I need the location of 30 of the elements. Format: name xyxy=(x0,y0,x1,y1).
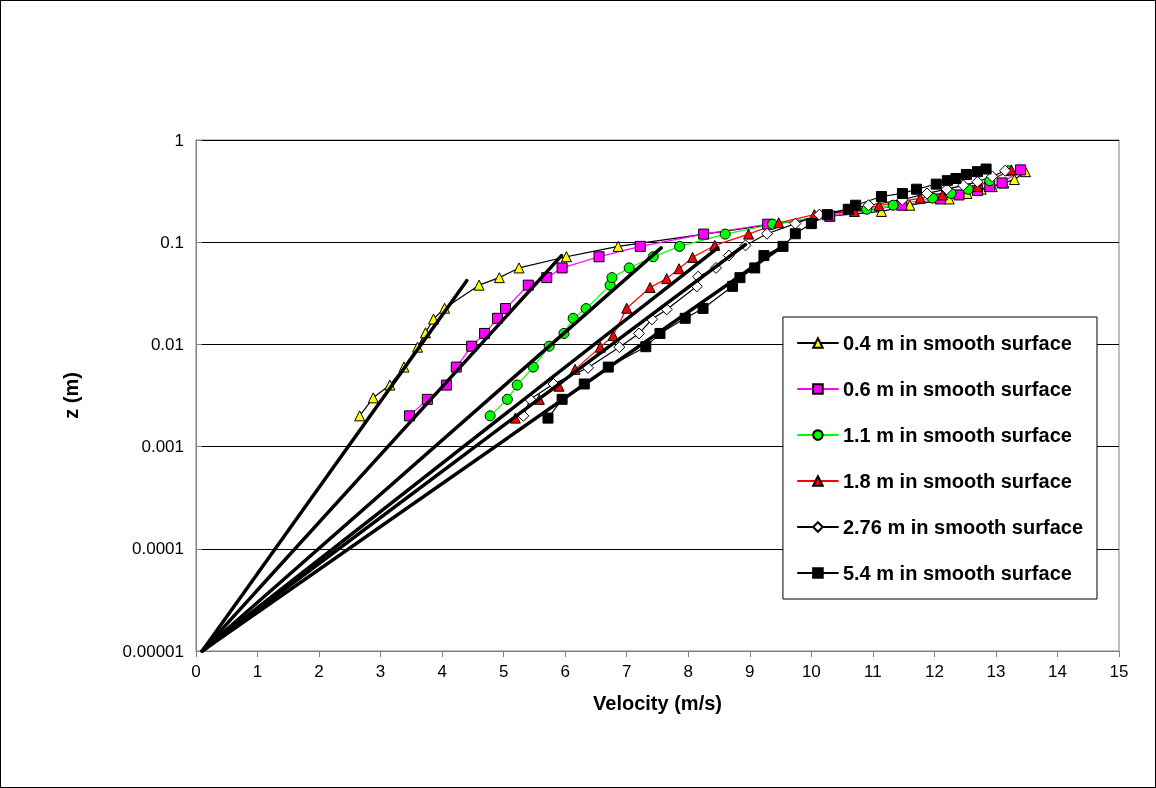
y-tick-label: 0.001 xyxy=(141,437,184,457)
x-tick-label: 10 xyxy=(801,662,821,681)
x-tick-label: 1 xyxy=(252,662,263,681)
x-tick-label: 7 xyxy=(622,662,632,681)
x-tick-label: 12 xyxy=(924,662,944,681)
x-axis-title: Velocity (m/s) xyxy=(593,692,722,714)
legend-label: 1.1 m in smooth surface xyxy=(842,424,1072,446)
y-tick-label: 1 xyxy=(174,130,184,150)
y-tick-label: 0.00001 xyxy=(122,641,184,661)
y-axis-title: z (m) xyxy=(60,372,82,419)
x-tick-label: 5 xyxy=(498,662,509,681)
x-tick-label: 0 xyxy=(191,662,201,681)
x-tick-label: 3 xyxy=(375,662,386,681)
x-tick-label: 11 xyxy=(864,662,882,681)
x-tick-label: 2 xyxy=(314,662,324,681)
legend-label: 0.6 m in smooth surface xyxy=(842,378,1072,400)
legend-label: 5.4 m in smooth surface xyxy=(842,562,1072,584)
legend-label: 1.8 m in smooth surface xyxy=(842,470,1072,492)
x-tick-label: 13 xyxy=(986,662,1006,681)
x-tick-label: 8 xyxy=(683,662,693,681)
legend-label: 2.76 m in smooth surface xyxy=(842,516,1083,538)
y-tick-label: 0.01 xyxy=(150,334,184,354)
x-tick-label: 9 xyxy=(745,662,755,681)
x-tick-label: 4 xyxy=(437,662,447,681)
x-tick-label: 14 xyxy=(1048,662,1067,681)
y-tick-label: 0.0001 xyxy=(132,539,184,559)
x-tick-label: 15 xyxy=(1109,662,1129,681)
legend-label: 0.4 m in smooth surface xyxy=(842,332,1072,354)
y-tick-label: 0.1 xyxy=(160,232,184,252)
x-tick-label: 6 xyxy=(560,662,570,681)
